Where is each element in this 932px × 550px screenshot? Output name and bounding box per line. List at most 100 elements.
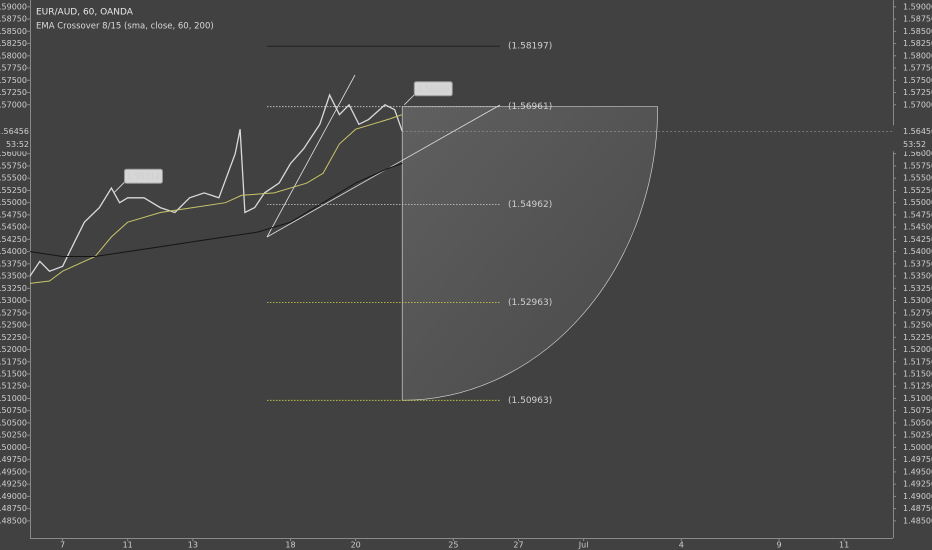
- countdown-label: 53:52: [6, 140, 29, 149]
- y-tick-label: 1.50500: [903, 418, 932, 427]
- y-tick-label: 1.48750: [903, 504, 932, 513]
- y-tick-label: 1.53750: [903, 259, 932, 268]
- y-tick-label: 1.49750: [903, 455, 932, 464]
- y-tick-label: 1.54000: [0, 247, 27, 256]
- y-tick-label: 1.50750: [0, 406, 27, 415]
- y-tick-label: 1.50750: [903, 406, 932, 415]
- y-tick-label: 1.57250: [903, 88, 932, 97]
- y-tick-label: 1.51750: [0, 357, 27, 366]
- y-tick-label: 1.52500: [0, 321, 27, 330]
- y-tick-label: 1.52750: [0, 308, 27, 317]
- y-tick-label: 1.51500: [0, 370, 27, 379]
- y-tick-label: 1.49250: [903, 480, 932, 489]
- x-tick-label: 18: [285, 541, 295, 550]
- y-tick-label: 1.52000: [903, 345, 932, 354]
- fib-level-label: (1.52963): [508, 298, 552, 308]
- y-tick-label: 1.53250: [903, 284, 932, 293]
- x-tick-label: 11: [839, 541, 849, 550]
- y-tick-label: 1.54500: [903, 223, 932, 232]
- price-line: [29, 93, 403, 277]
- y-tick-label: 1.59000: [903, 2, 932, 11]
- y-tick-label: 1.58250: [903, 39, 932, 48]
- y-tick-label: 1.52500: [903, 321, 932, 330]
- countdown-label: 53:52: [903, 140, 926, 149]
- y-tick-label: 1.57750: [903, 64, 932, 73]
- fib-arc-fill: [401, 106, 659, 401]
- y-tick-label: 1.50500: [0, 418, 27, 427]
- x-tick-label: 27: [513, 541, 523, 550]
- fib-level-label: (1.58197): [508, 42, 552, 52]
- y-tick-label: 1.52000: [0, 345, 27, 354]
- y-tick-label: 1.54500: [0, 223, 27, 232]
- x-tick-label: 25: [448, 541, 458, 550]
- y-tick-label: 1.51500: [903, 370, 932, 379]
- y-tick-label: 1.55000: [0, 198, 27, 207]
- y-tick-label: 1.49000: [903, 492, 932, 501]
- y-tick-label: 1.51250: [903, 382, 932, 391]
- x-tick-label: 20: [351, 541, 361, 550]
- y-tick-label: 1.55000: [903, 198, 932, 207]
- y-tick-label: 1.53250: [0, 284, 27, 293]
- y-tick-label: 1.57250: [0, 88, 27, 97]
- y-tick-label: 1.54000: [903, 247, 932, 256]
- current-price-label: 1.56456: [0, 127, 29, 136]
- y-tick-label: 1.49500: [903, 467, 932, 476]
- y-tick-label: 1.58500: [0, 27, 27, 36]
- y-tick-label: 1.49250: [0, 480, 27, 489]
- y-tick-label: 1.54250: [0, 235, 27, 244]
- fib-drawing: (1.58197) (1.56961) (1.54962) (1.52963) (1.5…: [267, 42, 659, 406]
- y-tick-label: 1.52250: [903, 333, 932, 342]
- y-tick-label: 1.48750: [0, 504, 27, 513]
- y-tick-label: 1.55250: [0, 186, 27, 195]
- trend-line: [266, 74, 356, 238]
- current-price-label: 1.56456: [903, 127, 932, 136]
- y-tick-label: 1.57000: [903, 100, 932, 109]
- fib-level-label: (1.54962): [508, 200, 552, 210]
- current-price-tag: [0, 125, 30, 152]
- plot: 1.55212 1.56999: [29, 81, 453, 284]
- y-tick-label: 1.55500: [0, 174, 27, 183]
- y-tick-label: 1.57750: [0, 64, 27, 73]
- y-tick-label: 1.57000: [0, 100, 27, 109]
- y-tick-label: 1.53000: [903, 296, 932, 305]
- y-tick-label: 1.53750: [0, 259, 27, 268]
- y-tick-label: 1.51250: [0, 382, 27, 391]
- x-tick-label: 11: [123, 541, 133, 550]
- y-tick-label: 1.59000: [0, 2, 27, 11]
- chart-title: EUR/AUD, 60, OANDA: [36, 8, 134, 18]
- y-tick-label: 1.57500: [903, 76, 932, 85]
- y-tick-label: 1.55750: [0, 161, 27, 170]
- y-tick-label: 1.54750: [903, 210, 932, 219]
- y-tick-label: 1.51750: [903, 357, 932, 366]
- x-tick-label: Jul: [578, 541, 589, 550]
- y-tick-label: 1.53500: [0, 272, 27, 281]
- y-tick-label: 1.57500: [0, 76, 27, 85]
- y-tick-label: 1.58000: [0, 51, 27, 60]
- y-tick-label: 1.48500: [0, 516, 27, 525]
- callout-pointer: [114, 181, 125, 193]
- y-tick-label: 1.50000: [0, 443, 27, 452]
- x-tick-label: 13: [188, 541, 198, 550]
- y-tick-label: 1.53500: [903, 272, 932, 281]
- y-tick-label: 1.54750: [0, 210, 27, 219]
- y-tick-label: 1.51000: [0, 394, 27, 403]
- y-tick-label: 1.50000: [903, 443, 932, 452]
- x-tick-label: 4: [679, 541, 684, 550]
- y-tick-label: 1.58750: [903, 15, 932, 24]
- x-tick-label: 7: [60, 541, 65, 550]
- callout-pointer: [403, 94, 415, 106]
- y-tick-label: 1.58750: [0, 15, 27, 24]
- y-tick-label: 1.54250: [903, 235, 932, 244]
- fib-level-label: (1.50963): [508, 396, 552, 406]
- callout-label: 1.56999: [417, 84, 450, 93]
- callout-label: 1.55212: [127, 172, 160, 181]
- y-tick-label: 1.52250: [0, 333, 27, 342]
- callout-box: [123, 168, 163, 184]
- y-tick-label: 1.50250: [903, 431, 932, 440]
- y-tick-label: 1.58000: [903, 51, 932, 60]
- y-tick-label: 1.49500: [0, 467, 27, 476]
- y-tick-label: 1.50250: [0, 431, 27, 440]
- fib-level-label: (1.56961): [508, 102, 552, 112]
- callout-box: [413, 81, 453, 97]
- current-price-tag: [893, 125, 923, 152]
